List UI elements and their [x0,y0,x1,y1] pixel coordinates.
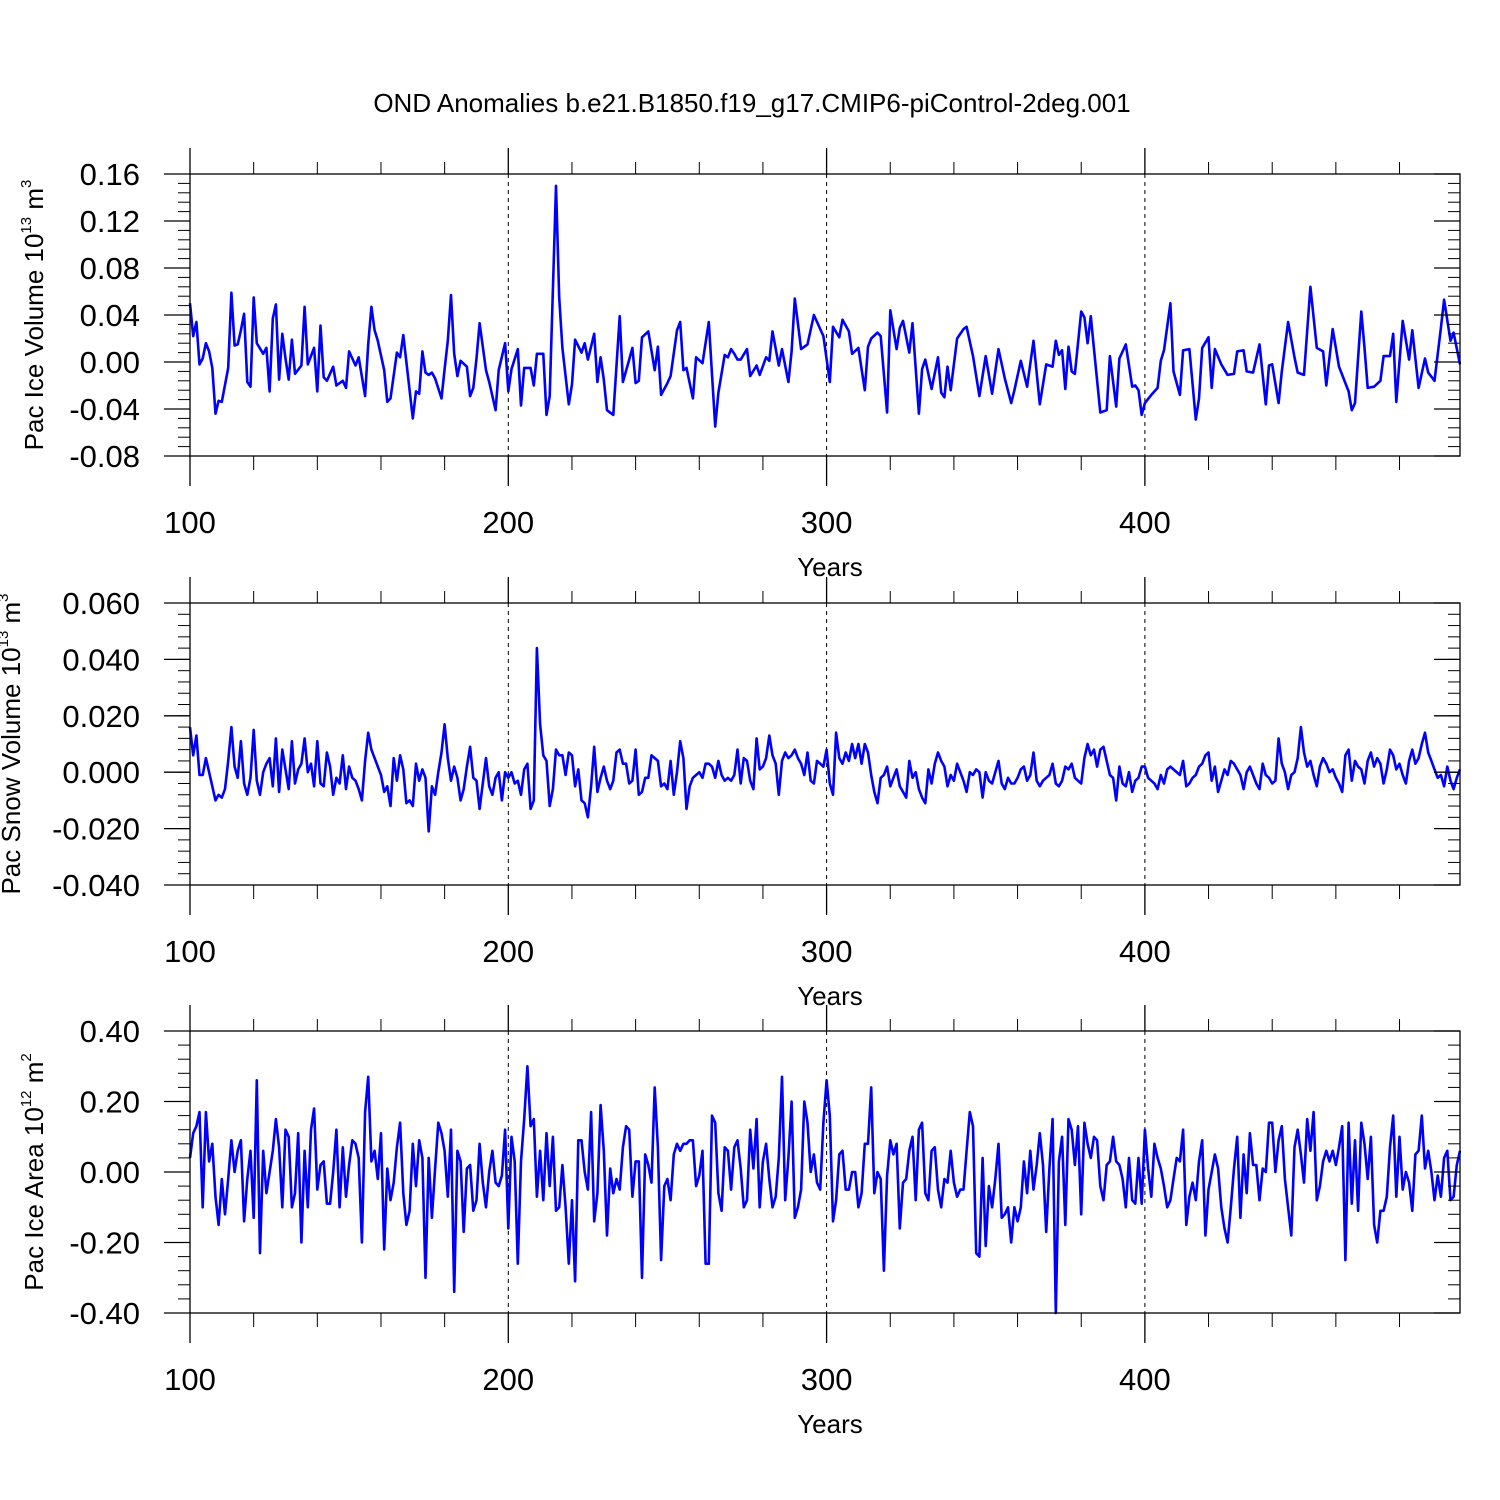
y-tick-label: -0.20 [69,1226,140,1261]
series-line [188,1065,1462,1315]
y-tick-label: 0.000 [62,755,140,790]
panel-snow-volume: 100 200 300 400 0.060 0.040 0.020 0.000 -0.020 -0… [0,577,1462,1011]
x-tick-label: 100 [164,505,216,540]
y-tick-label: 0.040 [62,642,140,677]
x-axis-label: Years [797,981,863,1011]
x-tick-label: 200 [482,1362,534,1397]
x-tick-label: 300 [801,934,853,969]
plot-frame [189,602,1461,886]
y-tick-label: 0.20 [80,1085,140,1120]
x-tick-label: 300 [801,1362,853,1397]
panel-ice-volume: 100 200 300 400 0.16 0.12 0.08 0.04 0.00 -0.04 -0.… [18,148,1462,582]
y-tick-label: 0.04 [80,298,140,333]
x-tick-label: 200 [482,505,534,540]
x-tick-label: 400 [1119,934,1171,969]
y-tick-label: -0.08 [69,439,140,474]
x-axis-label: Years [797,1409,863,1439]
y-axis-label: Pac Ice Volume 1013 m3 [18,180,49,451]
y-tick-label: 0.00 [80,345,140,380]
panel-ice-area: 100 200 300 400 0.40 0.20 0.00 -0.20 -0.40 Years P… [18,1005,1462,1439]
figure-title: OND Anomalies b.e21.B1850.f19_g17.CMIP6-… [373,88,1130,118]
y-tick-label: 0.020 [62,699,140,734]
y-tick-label: 0.12 [80,204,140,239]
y-tick-label: -0.020 [52,812,140,847]
y-tick-label: -0.040 [52,868,140,903]
y-tick-label: 0.08 [80,251,140,286]
x-tick-label: 400 [1119,505,1171,540]
y-tick-label: -0.40 [69,1296,140,1331]
series-line [188,646,1462,833]
series-line [188,184,1462,428]
y-axis-label: Pac Ice Area 1012 m2 [18,1053,49,1290]
x-tick-label: 300 [801,505,853,540]
x-axis-label: Years [797,552,863,582]
y-axis-label: Pac Snow Volume 1013 m3 [0,593,26,894]
y-tick-label: 0.16 [80,157,140,192]
y-tick-label: -0.04 [69,392,140,427]
y-tick-label: 0.40 [80,1014,140,1049]
x-tick-label: 100 [164,934,216,969]
x-tick-label: 400 [1119,1362,1171,1397]
x-tick-label: 200 [482,934,534,969]
y-tick-label: 0.00 [80,1155,140,1190]
y-tick-label: 0.060 [62,586,140,621]
x-tick-label: 100 [164,1362,216,1397]
